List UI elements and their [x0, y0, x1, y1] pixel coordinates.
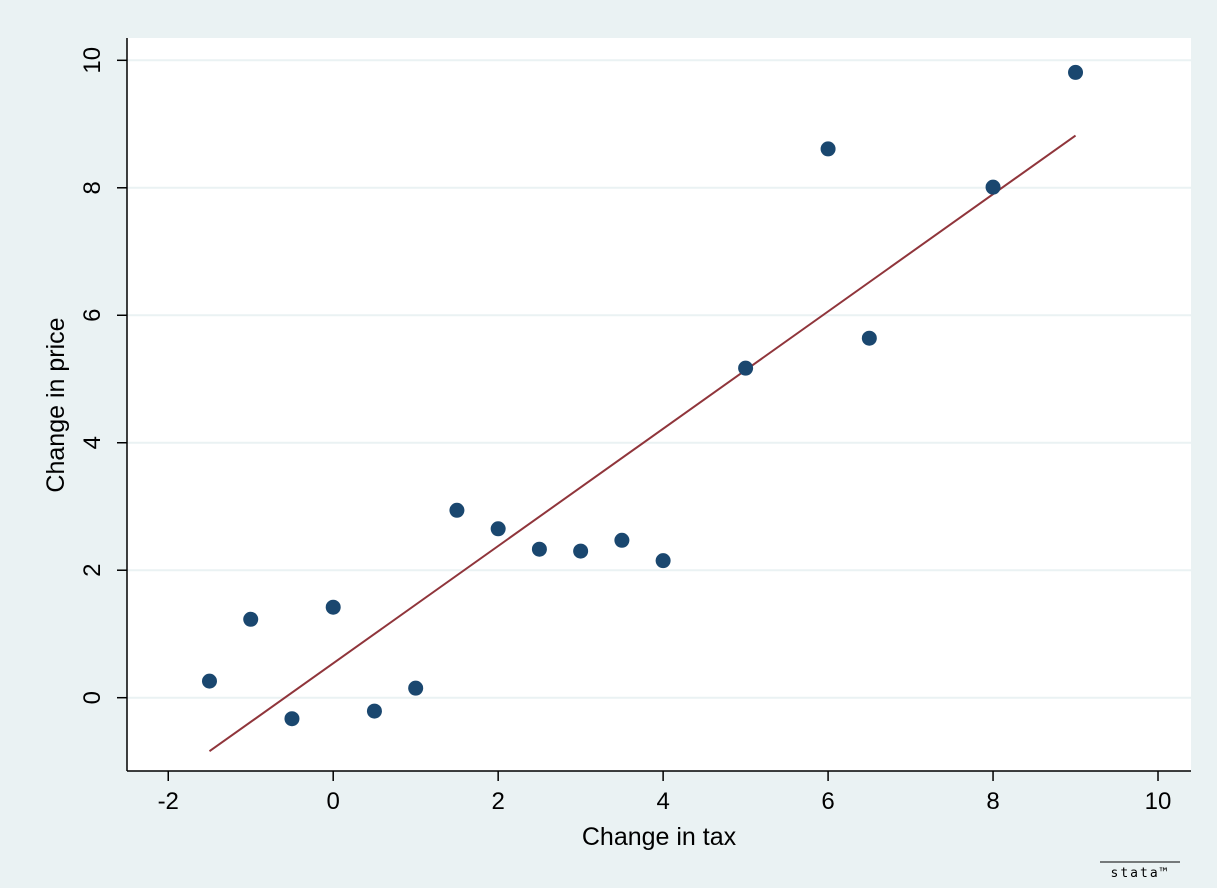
- x-tick-label: 2: [491, 788, 504, 815]
- data-point: [243, 611, 259, 627]
- x-tick-label: 8: [986, 788, 999, 815]
- data-point: [820, 141, 836, 157]
- x-axis-title: Change in tax: [582, 823, 737, 851]
- y-tick-label: 10: [79, 47, 106, 74]
- fit-line-layer: [208, 134, 1077, 753]
- x-tick-label: 10: [1145, 788, 1172, 815]
- data-point: [655, 553, 671, 569]
- data-point: [1068, 64, 1084, 80]
- data-point: [738, 360, 754, 376]
- x-tick-label: -2: [158, 788, 179, 815]
- data-point: [366, 703, 382, 719]
- data-point: [490, 521, 506, 537]
- axes: -2 0 2 4 6 8 10 0 2 4 6 8 10: [79, 38, 1191, 815]
- data-point: [614, 532, 630, 548]
- x-tick-label: 0: [327, 788, 340, 815]
- data-point: [861, 330, 877, 346]
- data-point: [408, 680, 424, 696]
- x-tick-label: 6: [821, 788, 834, 815]
- y-tick-label: 8: [79, 181, 106, 194]
- data-point: [985, 179, 1001, 195]
- fit-line: [208, 134, 1077, 753]
- data-point: [573, 543, 589, 559]
- plot-area: [127, 38, 1191, 771]
- data-point: [284, 711, 300, 727]
- x-tick-label: 4: [656, 788, 669, 815]
- data-point: [449, 502, 465, 518]
- y-tick-label: 2: [79, 564, 106, 577]
- data-point: [325, 599, 341, 615]
- y-tick-label: 4: [79, 436, 106, 449]
- y-axis-title: Change in price: [42, 317, 70, 492]
- y-tick-label: 0: [79, 691, 106, 704]
- points-layer: [201, 64, 1084, 727]
- y-tick-label: 6: [79, 309, 106, 322]
- data-point: [531, 541, 547, 557]
- stata-watermark: stata™: [1111, 866, 1170, 881]
- gridlines: [127, 59, 1191, 699]
- data-point: [201, 673, 217, 689]
